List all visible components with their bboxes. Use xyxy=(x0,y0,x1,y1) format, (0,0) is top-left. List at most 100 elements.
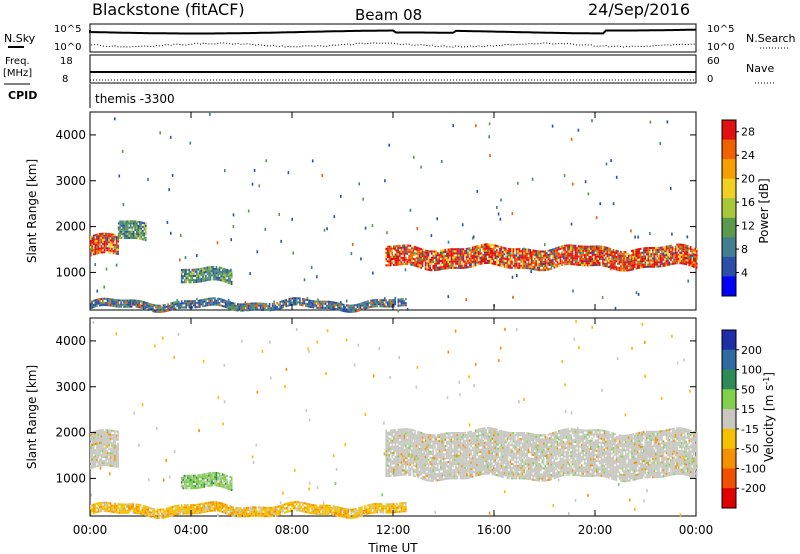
scatter-cell xyxy=(621,259,624,262)
scatter-cell xyxy=(649,247,651,250)
scatter-cell xyxy=(685,254,687,257)
scatter-cell xyxy=(223,269,225,272)
scatter-cell xyxy=(459,256,462,259)
scatter-cell xyxy=(553,256,556,259)
scatter-cell xyxy=(208,301,210,304)
scatter-cell xyxy=(433,454,436,457)
scatter-cell xyxy=(394,257,397,260)
scatter-cell xyxy=(514,262,516,265)
scatter-cell xyxy=(693,249,695,252)
scatter-cell xyxy=(582,262,584,265)
scatter-cell xyxy=(109,235,112,238)
scatter-cell xyxy=(544,243,546,247)
scatter-cell xyxy=(612,259,615,262)
scatter-cell xyxy=(146,304,148,307)
scatter-cell xyxy=(405,452,407,455)
scatter-cell xyxy=(453,436,456,439)
scatter-cell xyxy=(558,264,560,267)
scatter-cell xyxy=(235,307,237,310)
scatter-cell xyxy=(388,460,391,463)
scatter-cell xyxy=(397,467,400,470)
scatter-cell xyxy=(99,235,101,238)
scatter-cell xyxy=(162,306,165,309)
scatter-cell xyxy=(458,258,460,261)
scatter-cell xyxy=(444,248,447,251)
scatter-cell xyxy=(612,267,615,270)
scatter-cell xyxy=(427,469,430,472)
scatter-cell xyxy=(90,456,92,459)
scatter-cell xyxy=(449,452,451,455)
scatter-cell xyxy=(532,255,534,258)
scatter-cell xyxy=(386,249,389,252)
scatter-cell xyxy=(108,298,110,301)
scatter-cell xyxy=(608,261,610,264)
scatter-cell xyxy=(300,303,303,306)
scatter-cell xyxy=(393,445,395,448)
scatter-cell xyxy=(100,245,103,248)
scatter-cell xyxy=(415,469,418,472)
scatter-cell xyxy=(214,268,216,271)
scatter-cell xyxy=(464,266,466,269)
scatter-cell xyxy=(91,304,94,307)
scatter-cell xyxy=(420,462,422,465)
scatter-cell xyxy=(399,449,401,452)
scatter-cell xyxy=(408,250,410,253)
scatter-cell xyxy=(462,264,465,267)
scatter-cell xyxy=(462,448,465,451)
scatter-cell xyxy=(421,265,424,268)
scatter-cell xyxy=(408,430,410,433)
scatter-cell xyxy=(117,447,119,450)
scatter-cell xyxy=(417,474,419,477)
scatter-cell xyxy=(661,246,663,249)
scatter-cell xyxy=(441,476,444,479)
scatter-cell xyxy=(123,224,126,227)
scatter-cell xyxy=(452,460,454,463)
scatter-cell xyxy=(508,252,510,255)
scatter-cell xyxy=(293,297,295,300)
scatter-cell xyxy=(612,257,615,260)
scatter-cell xyxy=(402,263,404,266)
scatter-cell xyxy=(409,208,412,212)
scatter-cell xyxy=(96,459,98,462)
scatter-cell xyxy=(194,304,197,307)
scatter-cell xyxy=(402,256,404,259)
scatter-cell xyxy=(512,250,515,253)
scatter-cell xyxy=(503,259,506,262)
scatter-cell xyxy=(479,471,481,474)
scatter-cell xyxy=(102,445,104,448)
scatter-cell xyxy=(480,442,483,445)
scatter-cell xyxy=(530,255,533,258)
scatter-cell xyxy=(520,256,522,259)
scatter-cell xyxy=(396,257,398,260)
scatter-cell xyxy=(103,435,106,438)
scatter-cell xyxy=(414,262,416,265)
scatter-cell xyxy=(122,203,125,207)
scatter-cell xyxy=(638,248,640,251)
colorbar-tick-label: 8 xyxy=(741,243,748,256)
scatter-cell xyxy=(579,245,581,248)
scatter-cell xyxy=(679,260,681,263)
scatter-cell xyxy=(493,246,495,249)
scatter-cell xyxy=(540,256,542,259)
scatter-cell xyxy=(418,460,421,463)
scatter-cell xyxy=(608,265,610,268)
scatter-cell xyxy=(227,307,230,310)
scatter-cell xyxy=(379,301,381,304)
scatter-cell xyxy=(473,432,475,435)
scatter-cell xyxy=(526,252,528,255)
scatter-cell xyxy=(509,264,512,267)
scatter-cell xyxy=(139,227,141,230)
scatter-cell xyxy=(106,453,109,456)
scatter-cell xyxy=(367,304,369,307)
scatter-cell xyxy=(440,264,442,267)
scatter-cell xyxy=(579,249,581,252)
scatter-cell xyxy=(452,124,454,128)
scatter-cell xyxy=(420,442,422,445)
scatter-cell xyxy=(174,301,177,304)
scatter-cell xyxy=(476,261,478,264)
scatter-cell xyxy=(649,265,651,268)
scatter-cell xyxy=(120,222,123,225)
scatter-cell xyxy=(482,464,484,467)
freq-panel-frame xyxy=(89,54,697,84)
scatter-cell xyxy=(435,436,437,439)
